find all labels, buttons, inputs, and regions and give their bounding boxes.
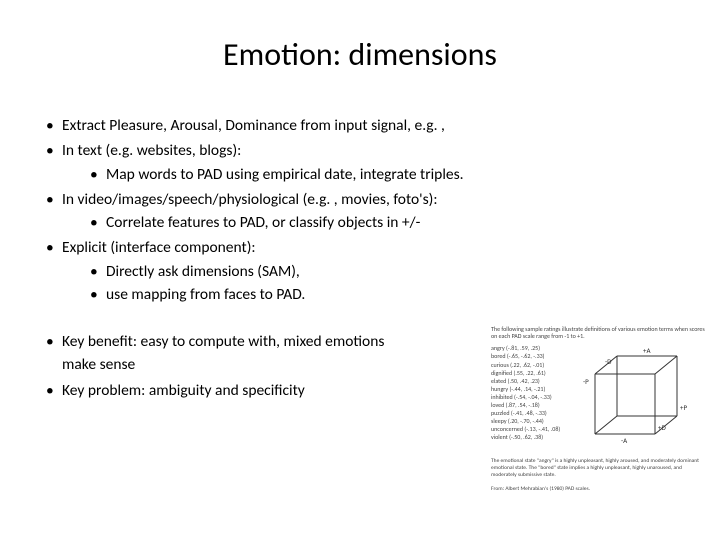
- figure-terms: angry (-.81, .59, .25) bored (-.65, -.62…: [491, 344, 569, 452]
- figure-caption-top: The following sample ratings illustrate …: [491, 326, 708, 340]
- bullet-list-lower: Key benefit: easy to compute with, mixed…: [40, 330, 410, 402]
- figure-body: angry (-.81, .59, .25) bored (-.65, -.62…: [491, 344, 708, 452]
- sub-bullet-item: Directly ask dimensions (SAM),: [84, 260, 680, 283]
- bullet-text: In text (e.g. websites, blogs):: [62, 141, 241, 160]
- term-row: angry (-.81, .59, .25): [491, 344, 569, 352]
- term-row: puzzled (-.41, .48, -.33): [491, 409, 569, 417]
- term-row: curious (.22, .62, -.01): [491, 361, 569, 369]
- bullet-text: Map words to PAD using empirical date, i…: [106, 165, 464, 184]
- term-row: dignified (.55, .22, .61): [491, 369, 569, 377]
- svg-text:+P: +P: [680, 403, 687, 412]
- slide-title: Emotion: dimensions: [40, 35, 680, 74]
- pad-figure: The following sample ratings illustrate …: [487, 322, 712, 502]
- term-row: elated (.50, .42, .23): [491, 377, 569, 385]
- term-row: violent (-.50, .62, .38): [491, 433, 569, 441]
- bullet-text: use mapping from faces to PAD.: [106, 285, 305, 304]
- bullet-item: Key benefit: easy to compute with, mixed…: [40, 330, 410, 377]
- lower-bullets: Key benefit: easy to compute with, mixed…: [40, 330, 410, 402]
- term-row: sleepy (.20, -.70, -.44): [491, 417, 569, 425]
- pad-cube-diagram: +A +P +D -D -P -A: [575, 344, 695, 452]
- sub-bullet-item: Correlate features to PAD, or classify o…: [84, 211, 680, 234]
- bullet-list: Extract Pleasure, Arousal, Dominance fro…: [40, 114, 680, 306]
- svg-text:-D: -D: [605, 357, 612, 366]
- svg-text:+D: +D: [658, 423, 666, 432]
- svg-text:-P: -P: [583, 377, 589, 386]
- sub-bullet-list: Directly ask dimensions (SAM), use mappi…: [62, 260, 680, 307]
- slide: Emotion: dimensions Extract Pleasure, Ar…: [0, 0, 720, 540]
- term-row: loved (.87, .54, -.18): [491, 401, 569, 409]
- sub-bullet-item: Map words to PAD using empirical date, i…: [84, 163, 680, 186]
- svg-text:-A: -A: [621, 436, 628, 445]
- bullet-item: Key problem: ambiguity and specificity: [40, 379, 410, 402]
- term-row: inhibited (-.54, -.04, -.33): [491, 393, 569, 401]
- bullet-text: Key benefit: easy to compute with, mixed…: [62, 332, 384, 374]
- cube-svg: +A +P +D -D -P -A: [575, 344, 695, 452]
- term-row: hungry (-.44, .14, -.21): [491, 385, 569, 393]
- sub-bullet-list: Map words to PAD using empirical date, i…: [62, 163, 680, 186]
- bullet-text: Directly ask dimensions (SAM),: [106, 262, 300, 281]
- sub-bullet-list: Correlate features to PAD, or classify o…: [62, 211, 680, 234]
- term-row: unconcerned (-.13, -.41, .08): [491, 425, 569, 433]
- figure-source: From: Albert Mehrabian's (1980) PAD scal…: [491, 486, 708, 493]
- bullet-text: Correlate features to PAD, or classify o…: [106, 213, 420, 232]
- svg-text:+A: +A: [643, 346, 651, 355]
- bullet-text: Explicit (interface component):: [62, 238, 256, 257]
- term-row: bored (-.65, -.62, -.33): [491, 352, 569, 360]
- bullet-item: Extract Pleasure, Arousal, Dominance fro…: [40, 114, 680, 137]
- figure-caption-bottom: The emotional state "angry" is a highly …: [491, 458, 708, 478]
- bullet-text: In video/images/speech/physiological (e.…: [62, 190, 438, 209]
- bullet-item: In text (e.g. websites, blogs): Map word…: [40, 139, 680, 186]
- bullet-text: Key problem: ambiguity and specificity: [62, 381, 305, 400]
- bullet-item: In video/images/speech/physiological (e.…: [40, 188, 680, 235]
- bullet-text: Extract Pleasure, Arousal, Dominance fro…: [62, 116, 445, 135]
- bullet-item: Explicit (interface component): Directly…: [40, 236, 680, 306]
- sub-bullet-item: use mapping from faces to PAD.: [84, 283, 680, 306]
